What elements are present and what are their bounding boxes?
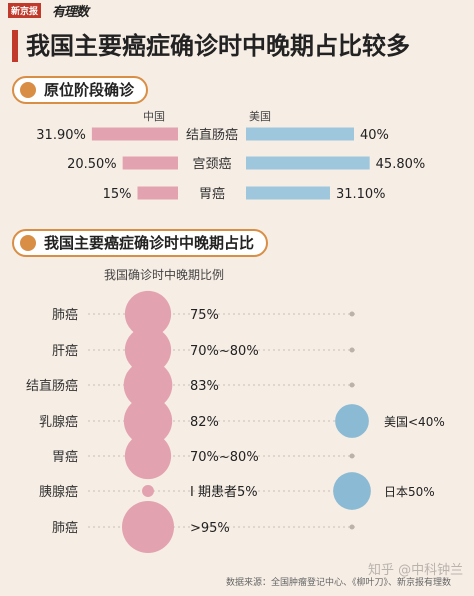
bar-value-label-china: 20.50% (67, 157, 117, 172)
bubble-category-label: 肝癌 (52, 343, 78, 359)
bubble-value-label: 70%~80% (190, 450, 259, 465)
bar-value-label-china: 31.90% (36, 128, 86, 143)
bubble-value-label: 82% (190, 415, 219, 430)
guide-end-dot (349, 311, 355, 317)
data-source: 数据来源：全国肿瘤登记中心、《柳叶刀》、新京报有理数 (226, 578, 452, 588)
comparison-bubble (333, 472, 371, 510)
section2-title-text: 我国主要癌症确诊时中晚期占比 (44, 234, 255, 252)
bubble-value-label: >95% (190, 521, 230, 536)
bar-china (91, 127, 178, 141)
bubble-category-label: 肺癌 (52, 307, 78, 323)
bubble-value-label: 83% (190, 379, 219, 394)
bubble-mark (123, 396, 173, 446)
bubble-mark (124, 326, 172, 374)
guide-end-dot (349, 453, 355, 459)
comparison-bubble (335, 404, 369, 438)
watermark: 知乎 @中科钟兰 (368, 563, 464, 578)
bar-usa (246, 186, 330, 200)
page-title: 我国主要癌症确诊时中晚期占比较多 (26, 32, 410, 60)
section1-title-text: 原位阶段确诊 (44, 81, 135, 99)
bubble-mark (124, 290, 172, 338)
bubble-mark (124, 432, 172, 480)
bar-china (122, 156, 178, 170)
section-dot-icon (20, 235, 36, 251)
brand-logo: 新京报 (8, 3, 42, 18)
bubble-value-label: 70%~80% (190, 344, 259, 359)
section2-title: 我国主要癌症确诊时中晚期占比 (12, 229, 269, 257)
title-accent-bar (12, 30, 18, 62)
bubble-category-label: 结直肠癌 (26, 378, 78, 394)
guide-end-dot (349, 347, 355, 353)
bubble-category-label: 乳腺癌 (39, 414, 78, 430)
bubble-category-label: 胰腺癌 (39, 484, 78, 500)
bar-category-label: 宫颈癌 (192, 156, 231, 172)
bar-value-label-usa: 31.10% (336, 187, 386, 202)
bar-usa (246, 127, 354, 141)
bar-value-label-china: 15% (103, 187, 132, 202)
bar-value-label-usa: 45.80% (376, 157, 426, 172)
section-dot-icon (20, 82, 36, 98)
comparison-label: 美国<40% (384, 415, 445, 429)
brand-sub-logo: 有理数 (52, 5, 89, 20)
bubble-value-label: 75% (190, 308, 219, 323)
bar-category-label: 胃癌 (199, 186, 225, 202)
bar-china (137, 186, 178, 200)
bubble-category-label: 胃癌 (52, 449, 78, 465)
guide-end-dot (349, 524, 355, 530)
guide-end-dot (349, 382, 355, 388)
section1-title: 原位阶段确诊 (12, 76, 149, 104)
left-country-label: 中国 (143, 110, 165, 123)
bubble-value-label: I 期患者5% (190, 485, 258, 500)
comparison-label: 日本50% (384, 485, 435, 499)
bar-value-label-usa: 40% (360, 128, 389, 143)
bar-usa (246, 156, 370, 170)
right-country-label: 美国 (249, 110, 271, 123)
bubble-mark (142, 485, 154, 497)
bubble-mark (122, 501, 174, 553)
bar-category-label: 结直肠癌 (186, 127, 238, 143)
bubble-chart-subtitle: 我国确诊时中晚期比例 (104, 268, 225, 282)
bubble-mark (123, 360, 173, 410)
bubble-category-label: 肺癌 (52, 520, 78, 536)
